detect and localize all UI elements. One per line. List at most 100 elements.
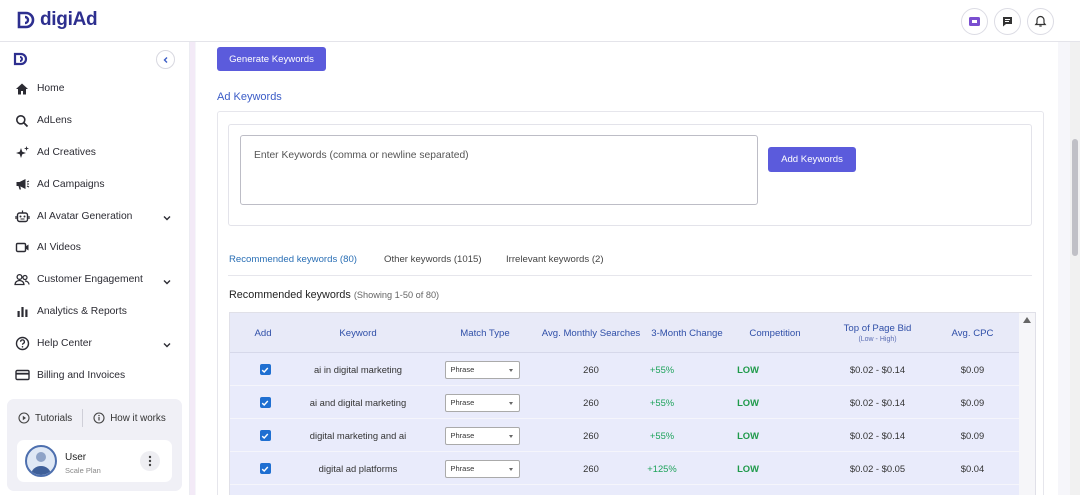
sidebar-item-adlens[interactable]: AdLens: [0, 105, 190, 137]
table-title-text: Recommended keywords: [229, 289, 351, 301]
table-scrollbar[interactable]: [1019, 313, 1035, 495]
bid-cell: $0.02 - $0.14: [849, 364, 906, 375]
how-it-works-label: How it works: [110, 412, 166, 424]
tab-irrelevant[interactable]: Irrelevant keywords (2): [506, 254, 604, 265]
cpc-cell: $0.09: [960, 430, 985, 441]
cpc-cell: $0.04: [960, 463, 985, 474]
competition-cell: LOW: [737, 364, 759, 375]
generate-keywords-button[interactable]: Generate Keywords: [217, 47, 326, 71]
play-circle-icon: [18, 412, 30, 424]
info-icon: [93, 412, 105, 424]
sidebar-item-ai-avatar-generation[interactable]: AI Avatar Generation: [0, 200, 190, 232]
sidebar: Home AdLens Ad Creatives Ad Campaigns AI…: [0, 42, 195, 495]
competition-cell: LOW: [737, 397, 759, 408]
sidebar-item-analytics-reports[interactable]: Analytics & Reports: [0, 296, 190, 328]
page-scrollbar[interactable]: [1070, 42, 1080, 495]
dropdown-arrow-icon: [508, 434, 513, 438]
match-type-select[interactable]: Phrase: [444, 459, 520, 478]
keywords-card: Enter Keywords (comma or newline separat…: [217, 111, 1044, 495]
chevron-down-icon[interactable]: [162, 210, 172, 228]
change-cell: +125%: [647, 463, 677, 474]
keyword-input-panel: Enter Keywords (comma or newline separat…: [228, 124, 1032, 226]
change-cell: +55%: [649, 364, 675, 375]
keyword-cell: ai and digital marketing: [309, 397, 407, 408]
searches-cell: 260: [583, 430, 599, 441]
add-checkbox[interactable]: [259, 364, 271, 375]
competition-cell: LOW: [737, 463, 759, 474]
table-row: digital marketing and ai Phrase 260 +55%…: [230, 419, 1019, 452]
col-competition[interactable]: Competition: [749, 327, 801, 339]
sidebar-item-label: Home: [37, 83, 65, 95]
app-logo[interactable]: digiAd: [16, 9, 98, 31]
user-card[interactable]: User Scale Plan: [17, 440, 172, 482]
help-icon: [14, 335, 30, 351]
match-type-select[interactable]: Phrase: [444, 393, 520, 412]
messages-button[interactable]: [994, 8, 1021, 35]
col-searches[interactable]: Avg. Monthly Searches: [541, 327, 641, 339]
sidebar-item-ai-videos[interactable]: AI Videos: [0, 232, 190, 264]
keyword-cell: digital marketing and ai: [309, 430, 407, 441]
table-header: Add Keyword Match Type Avg. Monthly Sear…: [230, 313, 1019, 353]
dropdown-arrow-icon: [508, 401, 513, 405]
media-button[interactable]: [961, 8, 988, 35]
searches-cell: 260: [583, 463, 599, 474]
match-type-select[interactable]: Phrase: [444, 426, 520, 445]
table-title: Recommended keywords (Showing 1-50 of 80): [229, 289, 439, 301]
chevron-down-icon[interactable]: [162, 337, 172, 355]
table-row: digital ad platforms Phrase 260 +125% LO…: [230, 452, 1019, 485]
dropdown-arrow-icon: [508, 467, 513, 471]
notifications-button[interactable]: [1027, 8, 1054, 35]
col-change[interactable]: 3-Month Change: [651, 327, 723, 339]
col-keyword[interactable]: Keyword: [339, 327, 377, 339]
scroll-up-icon[interactable]: [1023, 317, 1031, 323]
sidebar-item-billing-invoices[interactable]: Billing and Invoices: [0, 359, 190, 391]
sidebar-item-customer-engagement[interactable]: Customer Engagement: [0, 264, 190, 296]
collapse-sidebar-button[interactable]: [156, 50, 175, 69]
match-type-value: Phrase: [450, 431, 475, 440]
user-plan: Scale Plan: [65, 466, 101, 475]
sidebar-item-ad-creatives[interactable]: Ad Creatives: [0, 137, 190, 169]
add-checkbox[interactable]: [259, 397, 271, 408]
add-keywords-button[interactable]: Add Keywords: [768, 147, 856, 172]
sidebar-footer: Tutorials How it works User Scale Plan: [7, 399, 182, 491]
col-cpc[interactable]: Avg. CPC: [951, 327, 994, 339]
keywords-table: Add Keyword Match Type Avg. Monthly Sear…: [229, 312, 1036, 495]
bid-cell: $0.02 - $0.14: [849, 430, 906, 441]
match-type-value: Phrase: [450, 464, 475, 473]
col-match-type[interactable]: Match Type: [460, 327, 510, 339]
sidebar-item-label: Analytics & Reports: [37, 305, 127, 317]
tutorials-link[interactable]: Tutorials: [18, 412, 72, 424]
sidebar-item-label: AI Videos: [37, 242, 81, 254]
top-bar: digiAd: [0, 0, 1080, 42]
page-scrollbar-thumb[interactable]: [1072, 139, 1078, 256]
col-add: Add: [254, 327, 272, 339]
add-checkbox[interactable]: [259, 463, 271, 474]
user-menu-button[interactable]: [140, 451, 160, 471]
chat-icon: [1003, 17, 1012, 27]
sidebar-item-label: Billing and Invoices: [37, 369, 126, 381]
chevron-down-icon[interactable]: [162, 274, 172, 292]
col-bid[interactable]: Top of Page Bid (Low - High): [820, 313, 935, 353]
add-checkbox[interactable]: [259, 430, 271, 441]
sidebar-item-home[interactable]: Home: [0, 73, 190, 105]
avatar: [25, 445, 57, 477]
sidebar-item-help-center[interactable]: Help Center: [0, 327, 190, 359]
more-vertical-icon: [148, 455, 152, 467]
keyword-cell: ai in digital marketing: [313, 364, 403, 375]
sidebar-item-ad-campaigns[interactable]: Ad Campaigns: [0, 168, 190, 200]
robot-icon: [14, 208, 30, 224]
match-type-value: Phrase: [450, 398, 475, 407]
table-body: ai in digital marketing Phrase 260 +55% …: [230, 353, 1019, 495]
check-icon: [261, 367, 269, 373]
keywords-textarea[interactable]: Enter Keywords (comma or newline separat…: [240, 135, 758, 205]
tab-other[interactable]: Other keywords (1015): [384, 254, 482, 265]
table-subtitle: (Showing 1-50 of 80): [353, 290, 440, 300]
check-icon: [261, 466, 269, 472]
how-it-works-link[interactable]: How it works: [93, 412, 166, 424]
tab-recommended[interactable]: Recommended keywords (80): [229, 254, 357, 265]
logo-mark-icon: [17, 11, 35, 29]
check-icon: [261, 400, 269, 406]
match-type-select[interactable]: Phrase: [444, 360, 520, 379]
tutorials-label: Tutorials: [35, 412, 73, 424]
bid-cell: $0.02 - $0.05: [849, 463, 906, 474]
